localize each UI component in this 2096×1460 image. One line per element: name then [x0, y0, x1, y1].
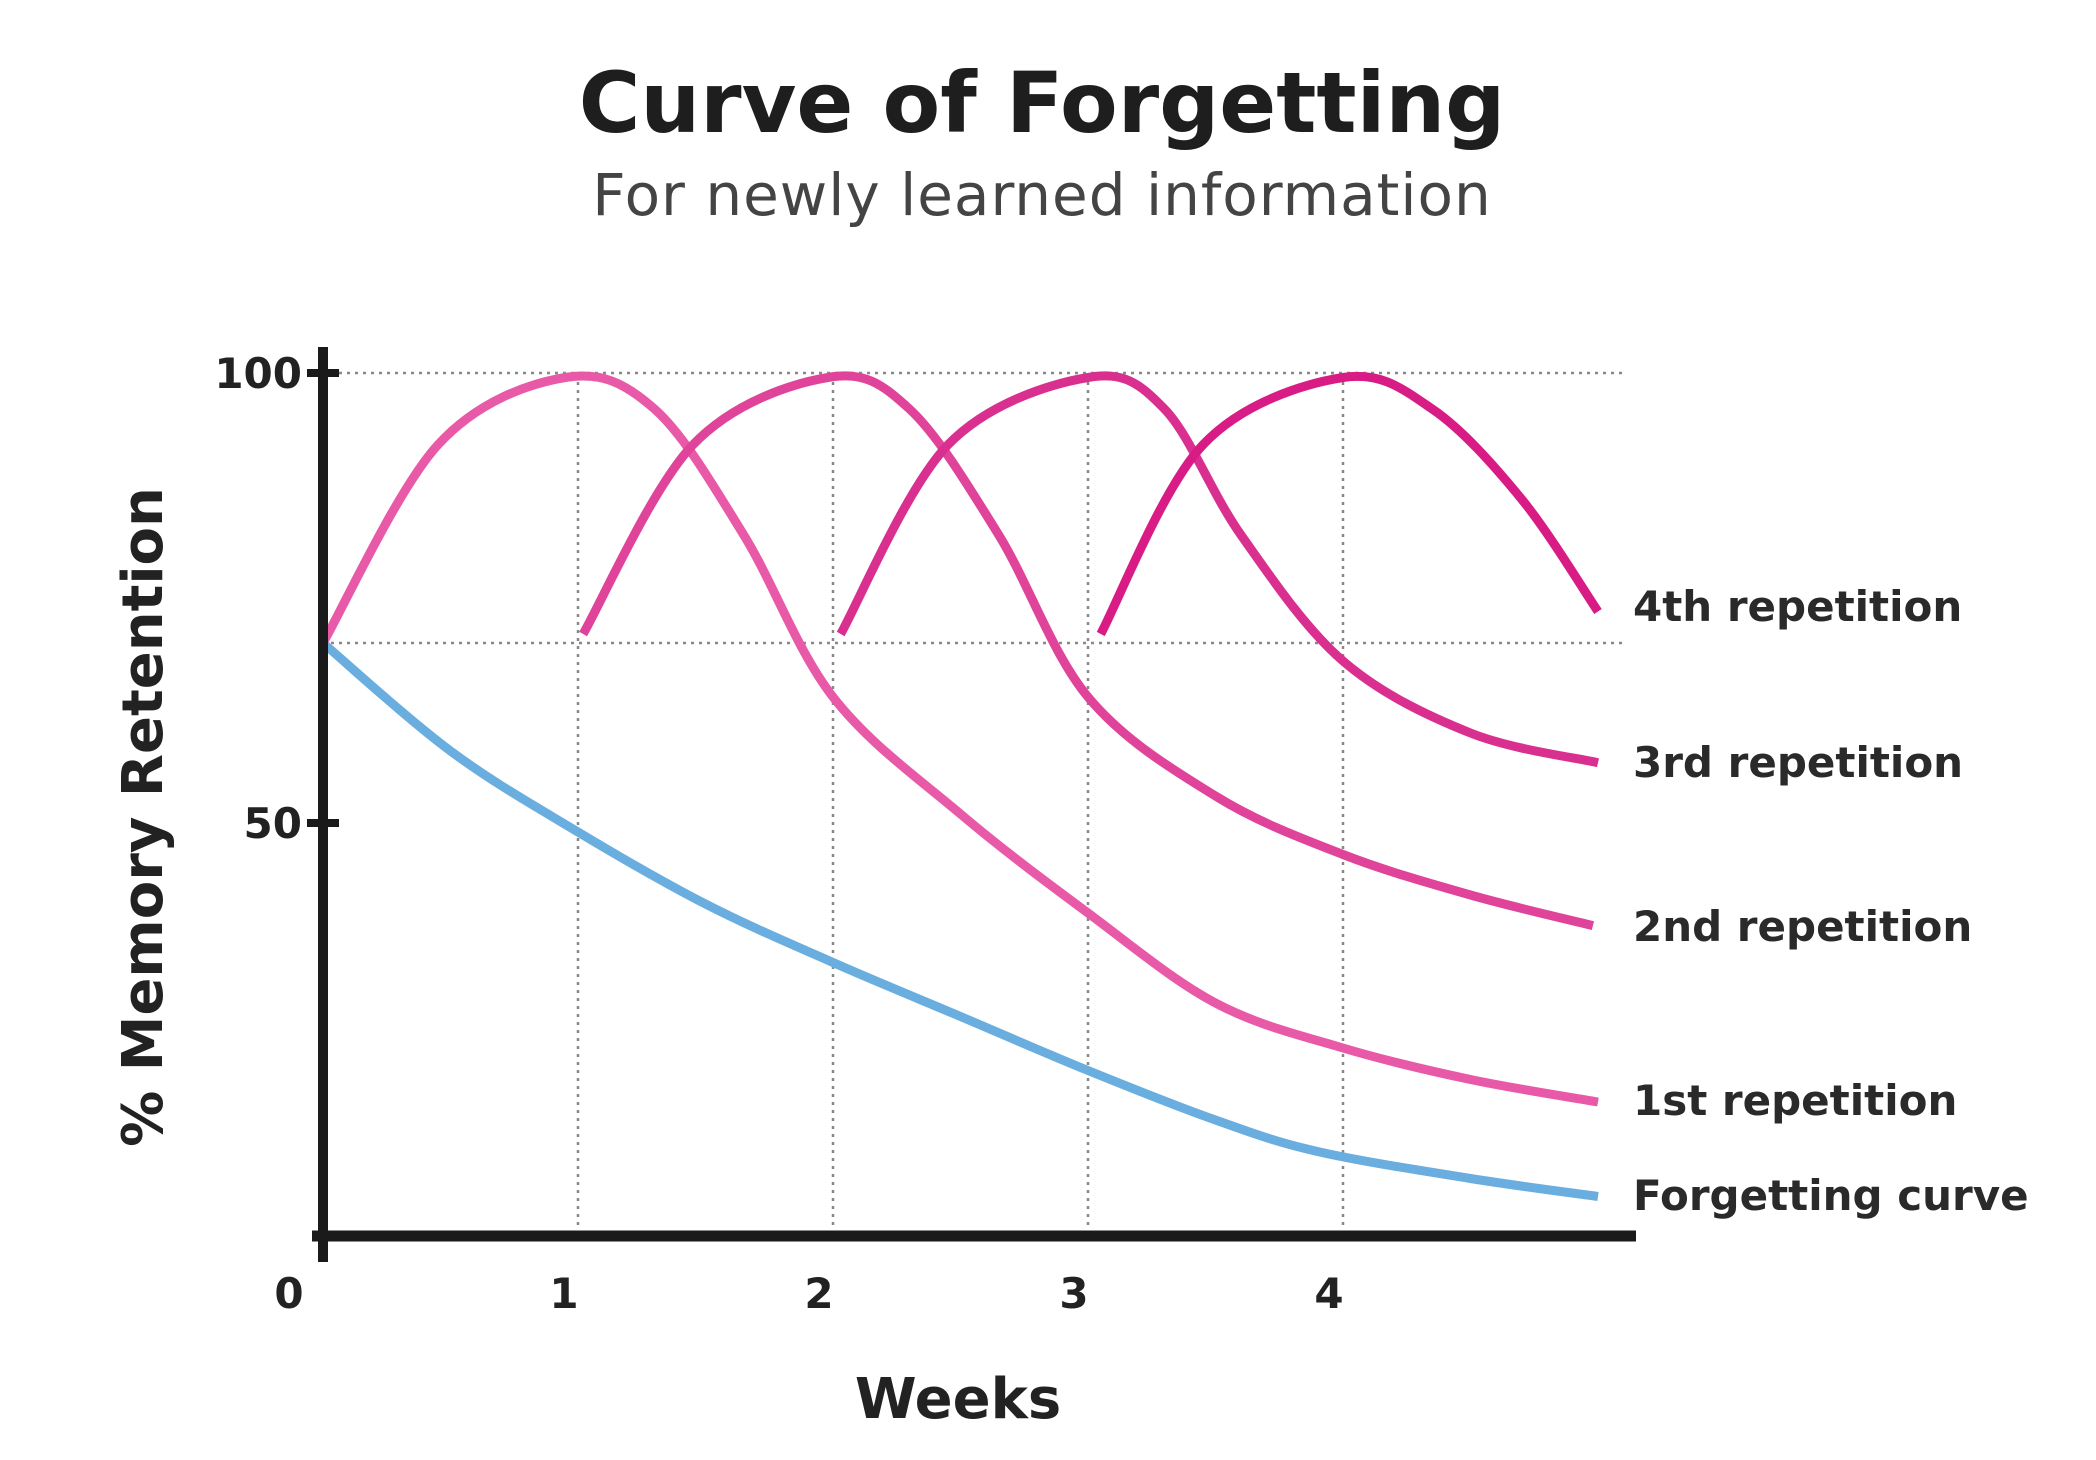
series-label-2nd-repetition: 2nd repetition	[1633, 902, 1972, 951]
x-tick-label-2: 2	[804, 1269, 833, 1318]
x-axis-title: Weeks	[855, 1367, 1061, 1432]
y-tick-label-50: 50	[244, 799, 302, 848]
series-line-2nd-repetition	[579, 371, 1594, 930]
series-label-forgetting-curve: Forgetting curve	[1633, 1171, 2029, 1220]
chart-subtitle: For newly learned information	[592, 161, 1491, 229]
y-axis-title: % Memory Retention	[111, 487, 176, 1147]
series-line-3rd-repetition	[836, 371, 1600, 768]
series-lines	[319, 371, 1602, 1201]
x-tick-label-3: 3	[1059, 1269, 1088, 1318]
x-tick-label-4: 4	[1314, 1269, 1343, 1318]
series-label-4th-repetition: 4th repetition	[1633, 582, 1962, 631]
y-tick-label-100: 100	[214, 349, 302, 398]
series-label-3rd-repetition: 3rd repetition	[1633, 738, 1963, 787]
gridlines	[323, 371, 1626, 1225]
axes	[307, 347, 1636, 1262]
series-line-4th-repetition	[1096, 371, 1602, 637]
series-line-1st-repetition	[319, 371, 1599, 1107]
series-label-1st-repetition: 1st repetition	[1633, 1076, 1957, 1125]
chart-title: Curve of Forgetting	[579, 54, 1506, 152]
x-tick-label-0: 0	[274, 1269, 303, 1318]
x-tick-label-1: 1	[549, 1269, 578, 1318]
tick-labels: 0 1 2 3 4 100 50	[214, 349, 1343, 1318]
series-labels: Forgetting curve 1st repetition 2nd repeti…	[1633, 582, 2029, 1220]
series-line-forgetting-curve	[320, 639, 1599, 1201]
